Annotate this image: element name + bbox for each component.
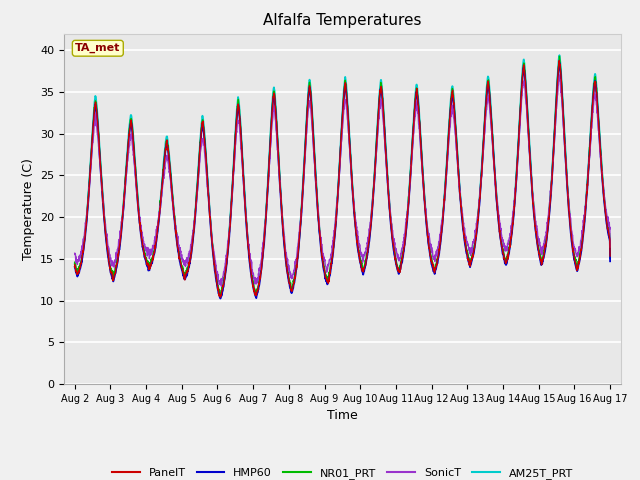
- SonicT: [317, 235, 325, 240]
- HMP60: [71, 264, 79, 270]
- Title: Alfalfa Temperatures: Alfalfa Temperatures: [263, 13, 422, 28]
- NR01_PRT: [98, 184, 106, 190]
- Legend: PanelT, HMP60, NR01_PRT, SonicT, AM25T_PRT: PanelT, HMP60, NR01_PRT, SonicT, AM25T_P…: [108, 464, 577, 480]
- HMP60: [591, 80, 598, 85]
- PanelT: [98, 186, 106, 192]
- SonicT: [556, 72, 563, 78]
- PanelT: [493, 196, 500, 202]
- NR01_PRT: [332, 227, 339, 232]
- HMP60: [216, 296, 224, 301]
- AM25T_PRT: [98, 183, 106, 189]
- HMP60: [332, 228, 339, 233]
- PanelT: [332, 225, 339, 230]
- HMP60: [556, 60, 563, 66]
- Line: SonicT: SonicT: [75, 75, 610, 287]
- Text: TA_met: TA_met: [75, 43, 120, 53]
- X-axis label: Time: Time: [327, 409, 358, 422]
- HMP60: [591, 78, 599, 84]
- Y-axis label: Temperature (C): Temperature (C): [22, 158, 35, 260]
- AM25T_PRT: [591, 71, 599, 77]
- PanelT: [216, 294, 224, 300]
- AM25T_PRT: [556, 52, 563, 58]
- NR01_PRT: [556, 53, 563, 59]
- AM25T_PRT: [332, 224, 339, 230]
- PanelT: [71, 262, 79, 267]
- PanelT: [317, 246, 325, 252]
- HMP60: [98, 188, 106, 193]
- Line: NR01_PRT: NR01_PRT: [75, 56, 610, 296]
- PanelT: [606, 253, 614, 259]
- AM25T_PRT: [493, 192, 500, 198]
- NR01_PRT: [317, 243, 325, 249]
- SonicT: [606, 244, 614, 250]
- HMP60: [606, 258, 614, 264]
- PanelT: [556, 58, 563, 63]
- Line: AM25T_PRT: AM25T_PRT: [75, 55, 610, 296]
- AM25T_PRT: [71, 261, 79, 267]
- Line: PanelT: PanelT: [75, 60, 610, 297]
- NR01_PRT: [591, 74, 598, 80]
- NR01_PRT: [217, 293, 225, 299]
- NR01_PRT: [493, 192, 500, 198]
- AM25T_PRT: [606, 255, 614, 261]
- HMP60: [493, 198, 500, 204]
- NR01_PRT: [591, 78, 599, 84]
- SonicT: [98, 188, 106, 193]
- SonicT: [493, 192, 500, 198]
- SonicT: [591, 91, 598, 96]
- NR01_PRT: [71, 259, 79, 265]
- AM25T_PRT: [591, 72, 598, 78]
- PanelT: [591, 80, 599, 85]
- Line: HMP60: HMP60: [75, 63, 610, 299]
- SonicT: [218, 284, 225, 289]
- HMP60: [317, 248, 325, 253]
- PanelT: [591, 79, 598, 85]
- NR01_PRT: [606, 255, 614, 261]
- SonicT: [332, 220, 339, 226]
- SonicT: [591, 91, 599, 97]
- AM25T_PRT: [317, 244, 325, 250]
- SonicT: [71, 251, 79, 256]
- AM25T_PRT: [252, 293, 260, 299]
